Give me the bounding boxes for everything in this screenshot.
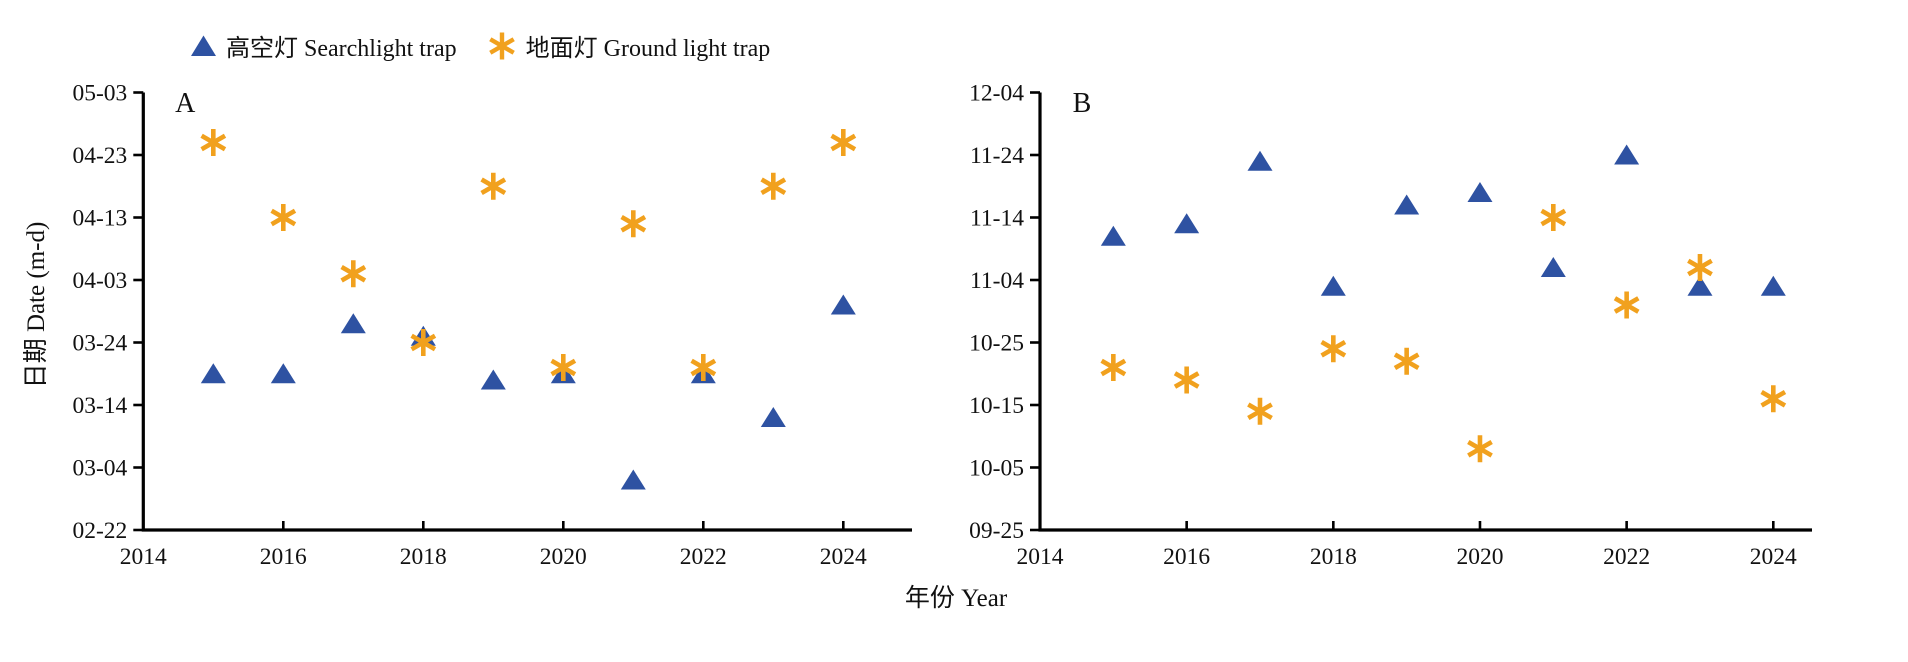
y-tick-label: 10-15 — [969, 393, 1024, 419]
data-point-searchlight — [1320, 275, 1346, 296]
data-point-ground — [1247, 397, 1273, 425]
y-tick-label: 12-04 — [969, 81, 1024, 107]
data-point-searchlight — [760, 407, 786, 427]
data-point-searchlight — [200, 363, 226, 384]
y-tick-label: 11-14 — [970, 206, 1024, 232]
legend-label-searchlight: 高空灯 Searchlight trap — [226, 36, 457, 62]
data-point-searchlight — [270, 363, 296, 384]
panel-label-B: B — [1073, 88, 1092, 119]
data-point-searchlight — [340, 313, 366, 334]
data-point-ground — [200, 129, 227, 156]
data-point-ground — [1467, 435, 1493, 463]
x-tick-label: 2022 — [1603, 544, 1650, 570]
data-point-ground — [410, 329, 437, 356]
y-tick-label: 04-23 — [72, 143, 127, 169]
data-point-ground — [620, 210, 647, 238]
triangle-icon — [191, 35, 216, 56]
y-tick-label: 04-13 — [72, 206, 127, 232]
data-point-searchlight — [1760, 275, 1786, 296]
y-tick-label: 05-03 — [72, 81, 127, 107]
data-point-ground — [1393, 347, 1420, 375]
x-tick-label: 2024 — [820, 544, 867, 570]
data-point-searchlight — [1540, 257, 1566, 277]
data-point-ground — [1760, 385, 1787, 413]
data-point-searchlight — [1174, 213, 1200, 234]
data-point-ground — [690, 354, 717, 381]
legend-item-searchlight: 高空灯 Searchlight trap — [190, 28, 457, 63]
asterisk-icon — [488, 32, 515, 59]
y-axis-title: 日期 Date (m-d) — [23, 221, 50, 389]
data-point-searchlight — [1467, 182, 1493, 202]
panel-label-A: A — [175, 88, 196, 119]
x-tick-label: 2018 — [400, 544, 447, 570]
x-tick-label: 2020 — [1456, 544, 1503, 570]
data-point-searchlight — [1394, 194, 1420, 215]
data-point-searchlight — [1100, 225, 1126, 246]
x-tick-label: 2020 — [540, 544, 587, 570]
x-tick-label: 2018 — [1310, 544, 1357, 570]
y-tick-label: 09-25 — [969, 518, 1024, 544]
legend: 高空灯 Searchlight trap 地面灯 Ground light tr… — [190, 28, 770, 63]
y-tick-label: 10-25 — [969, 331, 1024, 357]
y-tick-label: 03-14 — [72, 393, 127, 419]
x-tick-label: 2022 — [680, 544, 727, 570]
data-point-ground — [550, 354, 577, 381]
data-point-searchlight — [830, 294, 856, 315]
y-tick-label: 02-22 — [72, 518, 127, 544]
y-tick-label: 03-04 — [72, 456, 127, 482]
data-point-searchlight — [1247, 150, 1273, 171]
x-tick-label: 2014 — [1017, 544, 1064, 570]
data-point-ground — [1100, 354, 1127, 381]
data-point-ground — [760, 172, 787, 200]
data-point-ground — [1173, 366, 1200, 394]
data-point-ground — [1320, 335, 1347, 363]
x-axis-title: 年份 Year — [904, 585, 1008, 612]
x-tick-label: 2016 — [260, 544, 307, 570]
data-point-ground — [340, 260, 367, 288]
y-tick-label: 11-04 — [970, 268, 1024, 294]
data-point-ground — [270, 204, 297, 231]
legend-item-ground: 地面灯 Ground light trap — [487, 28, 771, 63]
panel-B-axes — [1038, 92, 1812, 532]
data-point-ground — [480, 172, 507, 200]
data-point-ground — [830, 129, 857, 156]
panel-A-axes — [141, 92, 912, 532]
x-tick-label: 2016 — [1163, 544, 1210, 570]
y-tick-label: 10-05 — [969, 456, 1024, 482]
data-point-searchlight — [1614, 144, 1640, 165]
x-tick-label: 2024 — [1750, 544, 1797, 570]
data-point-ground — [1613, 291, 1640, 319]
data-point-ground — [1687, 254, 1713, 281]
data-point-ground — [1540, 204, 1567, 231]
legend-label-ground: 地面灯 Ground light trap — [525, 36, 771, 62]
x-tick-label: 2014 — [120, 544, 167, 570]
y-tick-label: 03-24 — [72, 331, 127, 357]
y-tick-label: 11-24 — [970, 143, 1024, 169]
data-point-searchlight — [1687, 275, 1713, 296]
y-tick-label: 04-03 — [72, 268, 127, 294]
data-point-searchlight — [480, 369, 506, 390]
data-point-searchlight — [620, 469, 646, 490]
